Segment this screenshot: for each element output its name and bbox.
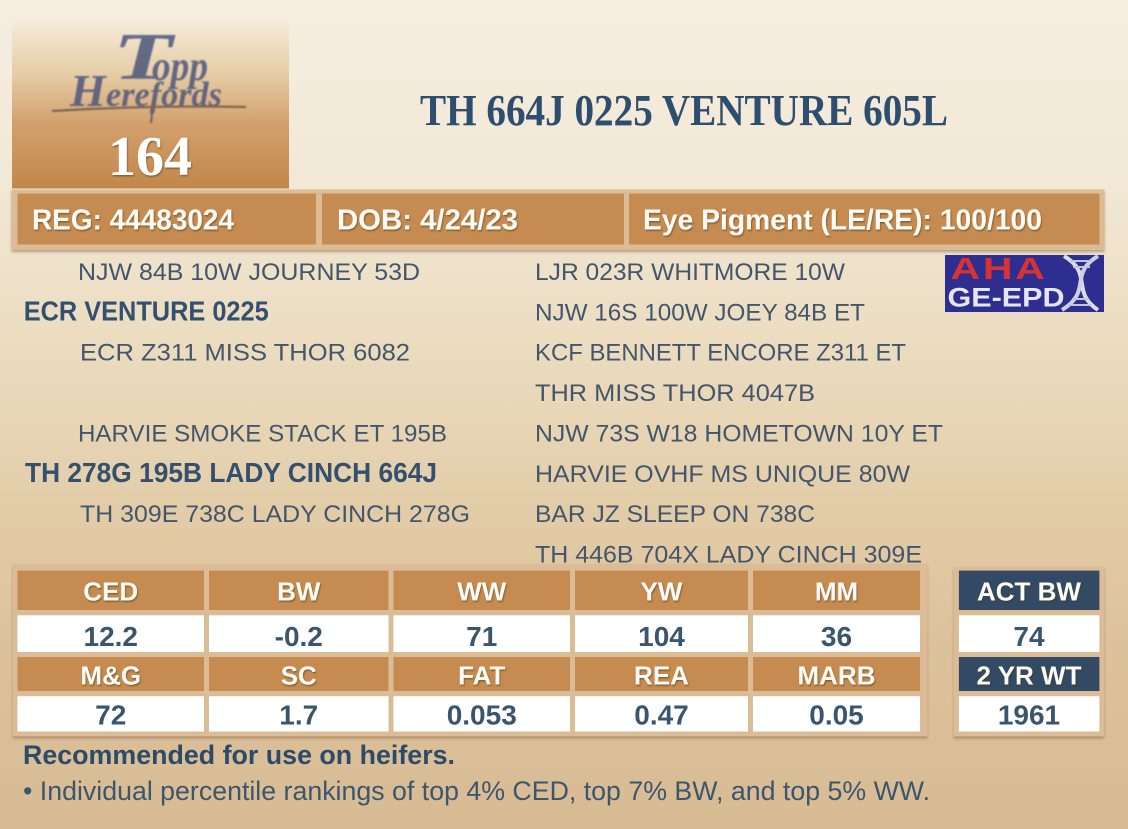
svg-text:-0.2: -0.2 bbox=[275, 621, 323, 652]
svg-text:HARVIE SMOKE STACK ET 195B: HARVIE SMOKE STACK ET 195B bbox=[78, 420, 447, 447]
svg-text:• Individual percentile rankin: • Individual percentile rankings of top … bbox=[23, 776, 930, 806]
svg-text:LJR 023R WHITMORE 10W: LJR 023R WHITMORE 10W bbox=[535, 259, 845, 286]
svg-text:BAR JZ SLEEP ON 738C: BAR JZ SLEEP ON 738C bbox=[535, 501, 815, 528]
svg-text:74: 74 bbox=[1013, 621, 1045, 652]
svg-text:0.05: 0.05 bbox=[809, 700, 864, 731]
svg-text:Recommended for use on heifers: Recommended for use on heifers. bbox=[23, 740, 455, 770]
svg-text:TH 664J 0225 VENTURE 605L: TH 664J 0225 VENTURE 605L bbox=[420, 86, 948, 135]
svg-text:0.47: 0.47 bbox=[634, 700, 689, 731]
svg-text:TH 309E 738C LADY CINCH 278G: TH 309E 738C LADY CINCH 278G bbox=[80, 501, 470, 528]
svg-text:M&G: M&G bbox=[80, 661, 141, 691]
svg-text:NJW 84B 10W JOURNEY 53D: NJW 84B 10W JOURNEY 53D bbox=[78, 259, 420, 286]
svg-text:BW: BW bbox=[277, 577, 321, 607]
svg-text:HARVIE OVHF MS UNIQUE 80W: HARVIE OVHF MS UNIQUE 80W bbox=[535, 461, 910, 488]
svg-text:WW: WW bbox=[457, 577, 507, 607]
svg-text:ACT BW: ACT BW bbox=[977, 577, 1081, 607]
svg-text:REA: REA bbox=[634, 661, 689, 691]
svg-text:MARB: MARB bbox=[798, 661, 876, 691]
svg-text:opp: opp bbox=[152, 44, 208, 90]
svg-text:36: 36 bbox=[821, 621, 852, 652]
svg-text:REG: 44483024: REG: 44483024 bbox=[32, 205, 234, 237]
svg-text:NJW 73S W18 HOMETOWN 10Y ET: NJW 73S W18 HOMETOWN 10Y ET bbox=[535, 420, 943, 447]
svg-text:ECR Z311 MISS THOR 6082: ECR Z311 MISS THOR 6082 bbox=[80, 340, 410, 367]
svg-text:Eye Pigment (LE/RE): 100/100: Eye Pigment (LE/RE): 100/100 bbox=[643, 205, 1042, 237]
svg-text:1.7: 1.7 bbox=[279, 700, 318, 731]
svg-text:GE-EPD: GE-EPD bbox=[948, 283, 1065, 313]
svg-text:ECR VENTURE 0225: ECR VENTURE 0225 bbox=[24, 295, 269, 326]
svg-text:T: T bbox=[113, 20, 176, 94]
svg-text:104: 104 bbox=[638, 621, 685, 652]
svg-text:CED: CED bbox=[83, 577, 138, 607]
svg-text:72: 72 bbox=[95, 700, 126, 731]
svg-text:YW: YW bbox=[641, 577, 683, 607]
svg-text:KCF BENNETT ENCORE Z311 ET: KCF BENNETT ENCORE Z311 ET bbox=[535, 340, 906, 367]
svg-text:SC: SC bbox=[281, 661, 317, 691]
svg-text:TH 278G 195B LADY CINCH 664J: TH 278G 195B LADY CINCH 664J bbox=[25, 457, 437, 488]
svg-text:THR MISS THOR 4047B: THR MISS THOR 4047B bbox=[535, 380, 815, 407]
svg-text:FAT: FAT bbox=[458, 661, 505, 691]
svg-text:DOB: 4/24/23: DOB: 4/24/23 bbox=[337, 205, 518, 237]
svg-text:2 YR WT: 2 YR WT bbox=[977, 661, 1082, 691]
svg-text:164: 164 bbox=[108, 126, 192, 188]
svg-text:12.2: 12.2 bbox=[84, 621, 139, 652]
svg-text:71: 71 bbox=[466, 621, 497, 652]
svg-text:NJW 16S 100W JOEY 84B ET: NJW 16S 100W JOEY 84B ET bbox=[535, 299, 865, 326]
svg-text:AHA: AHA bbox=[951, 251, 1048, 286]
svg-text:MM: MM bbox=[815, 577, 858, 607]
svg-text:0.053: 0.053 bbox=[447, 700, 517, 731]
svg-text:1961: 1961 bbox=[998, 700, 1060, 731]
